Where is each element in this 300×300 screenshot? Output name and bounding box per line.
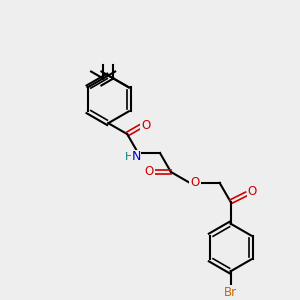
Text: N: N [131, 151, 141, 164]
Text: O: O [248, 185, 257, 198]
Text: O: O [190, 176, 200, 189]
Text: Br: Br [224, 286, 237, 299]
Text: H: H [125, 152, 134, 162]
Text: O: O [141, 119, 151, 132]
Text: O: O [144, 166, 154, 178]
